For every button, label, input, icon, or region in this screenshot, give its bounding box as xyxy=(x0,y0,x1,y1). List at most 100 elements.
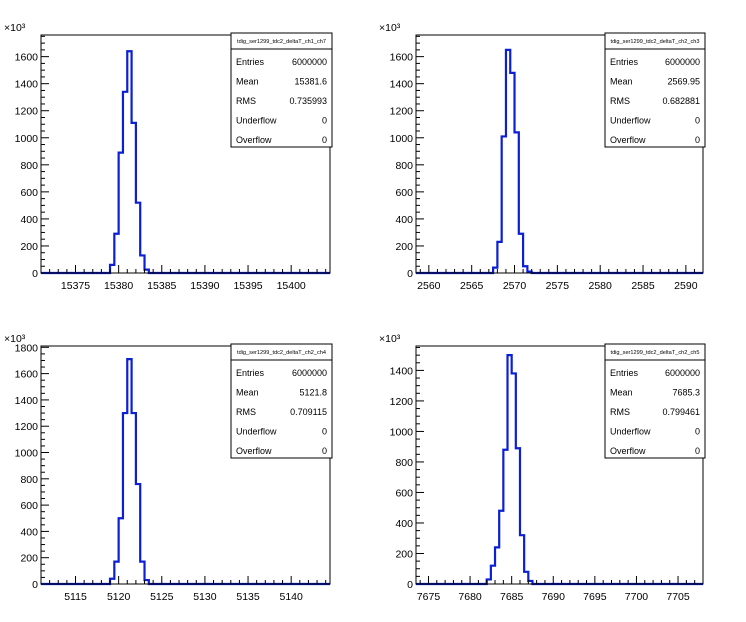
stats-underflow-value: 0 xyxy=(695,116,700,126)
x-tick-label: 2590 xyxy=(674,280,698,292)
x-tick-label: 2580 xyxy=(589,280,613,292)
stats-entries-value: 6000000 xyxy=(665,368,700,378)
y-exponent-label: ×10³ xyxy=(4,333,26,345)
y-tick-label: 0 xyxy=(407,268,413,280)
stats-title: tdig_ser1299_tdc2_deltaT_ch1_ch7 xyxy=(237,39,326,45)
stats-underflow-label: Underflow xyxy=(610,427,651,437)
stats-entries-label: Entries xyxy=(610,368,639,378)
x-tick-label: 2560 xyxy=(417,280,441,292)
stats-underflow-value: 0 xyxy=(322,116,327,126)
y-tick-label: 1600 xyxy=(15,369,39,381)
y-tick-label: 800 xyxy=(20,474,38,486)
y-tick-label: 400 xyxy=(395,214,413,226)
x-tick-label: 15390 xyxy=(190,280,219,292)
y-tick-label: 800 xyxy=(20,160,38,172)
stats-entries-value: 6000000 xyxy=(665,57,700,67)
histogram-series-line xyxy=(416,48,703,275)
x-tick-label: 2570 xyxy=(503,280,527,292)
x-tick-label: 5125 xyxy=(150,591,174,603)
y-tick-label: 1200 xyxy=(15,421,39,433)
stats-entries-value: 6000000 xyxy=(292,57,327,67)
stats-overflow-label: Overflow xyxy=(236,135,272,145)
histogram-panel-2: 0 200 400 600 800 1000 1200 1400 1600 ×10³ 2560 256… xyxy=(379,22,706,292)
stats-underflow-label: Underflow xyxy=(236,427,277,437)
x-tick-label: 7685 xyxy=(500,591,524,603)
y-tick-label: 400 xyxy=(20,526,38,538)
stats-mean-label: Mean xyxy=(610,77,633,87)
x-tick-label: 7690 xyxy=(542,591,566,603)
x-tick-label: 7680 xyxy=(458,591,482,603)
stats-rms-value: 0.735993 xyxy=(289,96,327,106)
y-tick-label: 1600 xyxy=(390,52,414,64)
y-tick-label: 1200 xyxy=(390,106,414,118)
y-exponent-label: ×10³ xyxy=(4,22,26,34)
x-tick-label: 2585 xyxy=(631,280,655,292)
stats-rms-label: RMS xyxy=(236,96,256,106)
stats-entries-label: Entries xyxy=(236,57,265,67)
stats-title: tdig_ser1299_tdc2_deltaT_ch2_ch5 xyxy=(611,350,700,356)
stats-box-frame xyxy=(604,343,706,459)
y-exponent-label: ×10³ xyxy=(379,22,401,34)
stats-underflow-value: 0 xyxy=(695,427,700,437)
stats-mean-value: 15381.6 xyxy=(294,77,327,87)
y-tick-label: 0 xyxy=(32,579,38,591)
x-tick-label: 5135 xyxy=(236,591,260,603)
stats-overflow-value: 0 xyxy=(695,135,700,145)
plot-frame xyxy=(40,345,331,585)
histogram-panel-3: 0 200 400 600 800 1000 1200 1400 1600 1800×10³ 511… xyxy=(4,333,333,603)
x-tick-label: 5115 xyxy=(64,591,87,603)
stats-rms-label: RMS xyxy=(610,96,630,106)
stats-rms-label: RMS xyxy=(610,407,630,417)
stats-title: tdig_ser1299_tdc2_deltaT_ch2_ch4 xyxy=(237,350,326,356)
stats-mean-label: Mean xyxy=(610,388,633,398)
x-tick-label: 15385 xyxy=(147,280,176,292)
stats-overflow-label: Overflow xyxy=(610,446,646,456)
x-tick-label: 5130 xyxy=(193,591,217,603)
stats-overflow-value: 0 xyxy=(695,446,700,456)
y-tick-label: 400 xyxy=(395,518,413,530)
y-tick-label: 1400 xyxy=(390,79,414,91)
histogram-panel-4: 0 200 400 600 800 1000 1200 1400 ×10³ 7675 7680 768… xyxy=(379,333,706,603)
stats-box: tdig_ser1299_tdc2_deltaT_ch1_ch7 Entries 6… xyxy=(230,32,333,148)
y-tick-label: 0 xyxy=(32,268,38,280)
stats-box-frame xyxy=(604,32,706,148)
stats-box-frame xyxy=(230,343,333,459)
y-tick-label: 200 xyxy=(20,241,38,253)
histogram-series-line xyxy=(41,50,330,275)
stats-rms-value: 0.799461 xyxy=(662,407,700,417)
histogram-panel-1: 0 200 400 600 800 1000 1200 1400 1600 ×10³ 15375 15… xyxy=(4,22,333,292)
x-tick-label: 5120 xyxy=(107,591,131,603)
x-tick-label: 2575 xyxy=(546,280,570,292)
stats-overflow-value: 0 xyxy=(322,135,327,145)
stats-entries-label: Entries xyxy=(610,57,639,67)
y-tick-label: 1400 xyxy=(15,79,39,91)
stats-rms-label: RMS xyxy=(236,407,256,417)
y-tick-label: 400 xyxy=(20,214,38,226)
stats-mean-value: 7685.3 xyxy=(672,388,700,398)
y-tick-label: 1200 xyxy=(390,396,414,408)
stats-box-frame xyxy=(230,32,333,148)
histogram-series-line xyxy=(416,354,703,586)
y-tick-label: 1000 xyxy=(15,133,39,145)
x-tick-label: 15380 xyxy=(104,280,133,292)
stats-mean-value: 2569.95 xyxy=(667,77,700,87)
stats-rms-value: 0.682881 xyxy=(662,96,700,106)
plot-frame xyxy=(415,345,704,585)
y-tick-label: 600 xyxy=(395,487,413,499)
y-tick-label: 200 xyxy=(395,548,413,560)
x-tick-label: 15395 xyxy=(233,280,262,292)
x-tick-label: 15375 xyxy=(61,280,90,292)
stats-box: tdig_ser1299_tdc2_deltaT_ch2_ch3 Entries 6… xyxy=(604,32,706,148)
y-tick-label: 1400 xyxy=(15,395,39,407)
stats-underflow-value: 0 xyxy=(322,427,327,437)
stats-entries-label: Entries xyxy=(236,368,265,378)
y-tick-label: 800 xyxy=(395,160,413,172)
y-tick-label: 1600 xyxy=(15,52,39,64)
y-tick-label: 800 xyxy=(395,457,413,469)
stats-entries-value: 6000000 xyxy=(292,368,327,378)
histogram-series-line xyxy=(41,358,330,586)
y-tick-label: 200 xyxy=(20,553,38,565)
stats-overflow-label: Overflow xyxy=(236,446,272,456)
stats-mean-label: Mean xyxy=(236,388,259,398)
